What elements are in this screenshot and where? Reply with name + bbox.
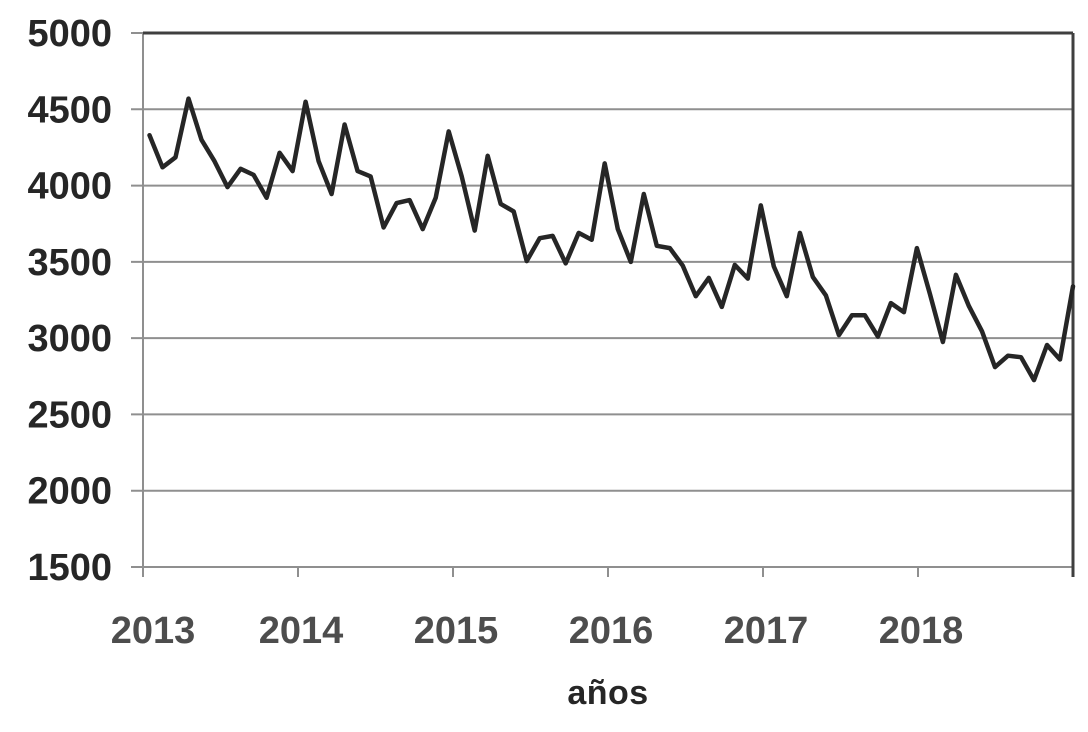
- y-tick-label-3500: 3500: [27, 242, 112, 284]
- x-axis-title: años: [567, 674, 649, 712]
- y-tick-label-3000: 3000: [27, 318, 112, 360]
- x-tick-label-2018: 2018: [879, 610, 964, 652]
- data-series-line: [147, 96, 1076, 383]
- x-tick-label-2015: 2015: [414, 610, 499, 652]
- y-tick-label-4500: 4500: [27, 89, 112, 131]
- x-tick-label-2014: 2014: [259, 610, 344, 652]
- y-tick-label-2500: 2500: [27, 394, 112, 436]
- y-tick-label-2000: 2000: [27, 471, 112, 513]
- x-tick-label-2017: 2017: [724, 610, 809, 652]
- x-tick-label-2013: 2013: [111, 610, 196, 652]
- y-tick-label-1500: 1500: [27, 547, 112, 589]
- y-tick-label-4000: 4000: [27, 166, 112, 208]
- y-tick-label-5000: 5000: [27, 13, 112, 55]
- x-tick-label-2016: 2016: [569, 610, 654, 652]
